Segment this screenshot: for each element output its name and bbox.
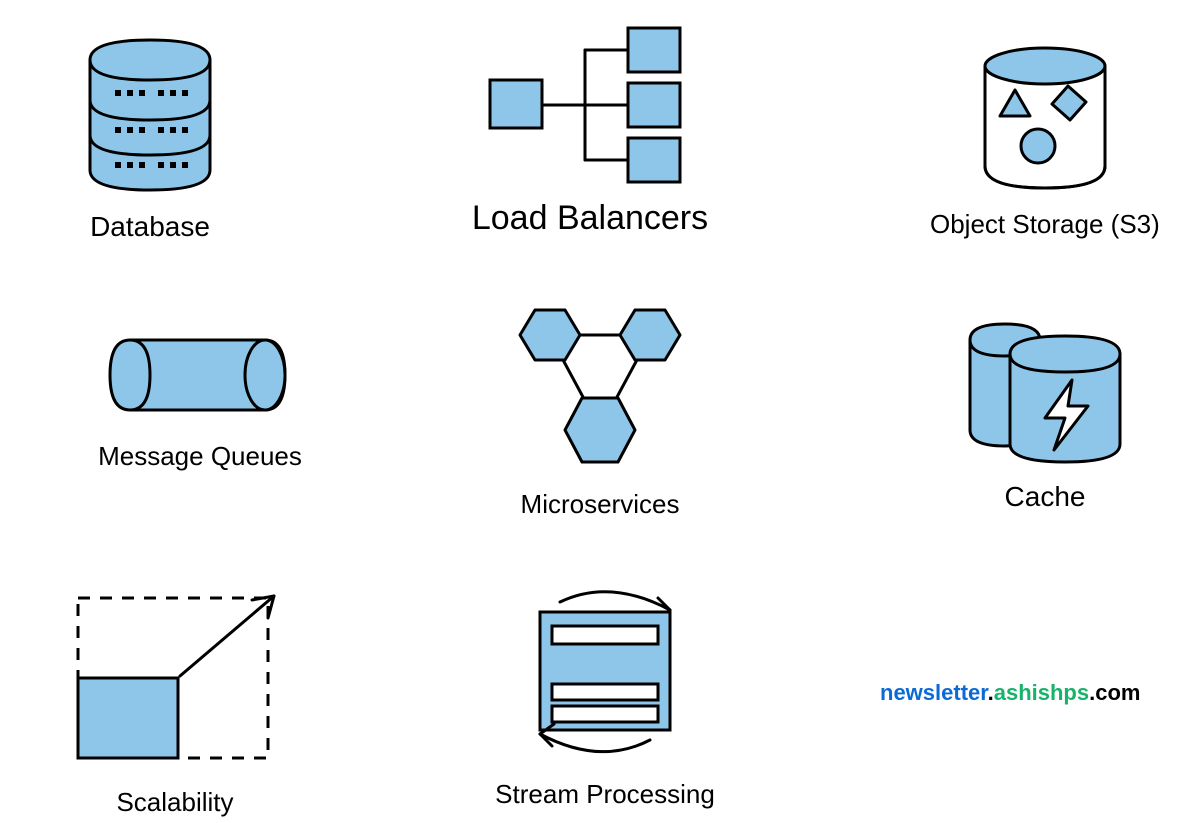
message-queues-label: Message Queues bbox=[90, 441, 310, 472]
item-microservices: Microservices bbox=[480, 290, 720, 520]
microservices-icon bbox=[480, 290, 720, 480]
microservices-label: Microservices bbox=[480, 489, 720, 520]
load-balancer-icon bbox=[460, 20, 720, 190]
object-storage-icon bbox=[960, 38, 1130, 198]
attribution-text: newsletter.ashishps.com bbox=[880, 680, 1140, 706]
database-icon bbox=[60, 30, 240, 200]
diagram-canvas: Database Load Balancers bbox=[0, 0, 1200, 823]
cache-icon bbox=[950, 310, 1140, 470]
item-stream-processing: Stream Processing bbox=[490, 580, 720, 810]
item-message-queues: Message Queues bbox=[90, 320, 310, 472]
stream-processing-label: Stream Processing bbox=[490, 779, 720, 810]
message-queue-icon bbox=[90, 320, 310, 430]
load-balancers-label: Load Balancers bbox=[460, 199, 720, 238]
scalability-icon bbox=[60, 580, 290, 780]
attribution-part-2: ashishps bbox=[994, 680, 1089, 705]
stream-processing-icon bbox=[490, 580, 720, 770]
attribution-part-4: com bbox=[1095, 680, 1140, 705]
item-database: Database bbox=[60, 30, 240, 243]
item-cache: Cache bbox=[950, 310, 1140, 513]
cache-label: Cache bbox=[950, 481, 1140, 513]
object-storage-label: Object Storage (S3) bbox=[930, 209, 1160, 240]
item-load-balancers: Load Balancers bbox=[460, 20, 720, 238]
database-label: Database bbox=[60, 211, 240, 243]
item-scalability: Scalability bbox=[60, 580, 290, 818]
item-object-storage: Object Storage (S3) bbox=[930, 38, 1160, 240]
scalability-label: Scalability bbox=[60, 787, 290, 818]
attribution-part-0: newsletter bbox=[880, 680, 988, 705]
